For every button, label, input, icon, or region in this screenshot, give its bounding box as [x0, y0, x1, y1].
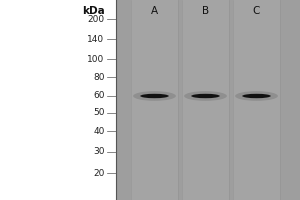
Bar — [233, 0, 280, 200]
Text: 200: 200 — [87, 15, 104, 23]
Ellipse shape — [184, 91, 227, 101]
Ellipse shape — [191, 94, 220, 98]
Bar — [131, 0, 178, 200]
Text: 140: 140 — [87, 34, 104, 44]
Text: 60: 60 — [93, 92, 104, 100]
Text: 40: 40 — [93, 127, 104, 136]
Ellipse shape — [140, 94, 169, 98]
Text: 80: 80 — [93, 72, 104, 82]
Text: B: B — [202, 6, 209, 16]
Bar — [182, 0, 229, 200]
Ellipse shape — [133, 91, 176, 101]
Text: 100: 100 — [87, 54, 104, 64]
Bar — [116, 0, 300, 200]
Text: C: C — [253, 6, 260, 16]
Text: 50: 50 — [93, 108, 104, 117]
Text: kDa: kDa — [82, 6, 104, 16]
Ellipse shape — [242, 94, 271, 98]
Ellipse shape — [235, 91, 278, 101]
Text: 20: 20 — [93, 168, 104, 178]
Text: 30: 30 — [93, 148, 104, 156]
Text: A: A — [151, 6, 158, 16]
